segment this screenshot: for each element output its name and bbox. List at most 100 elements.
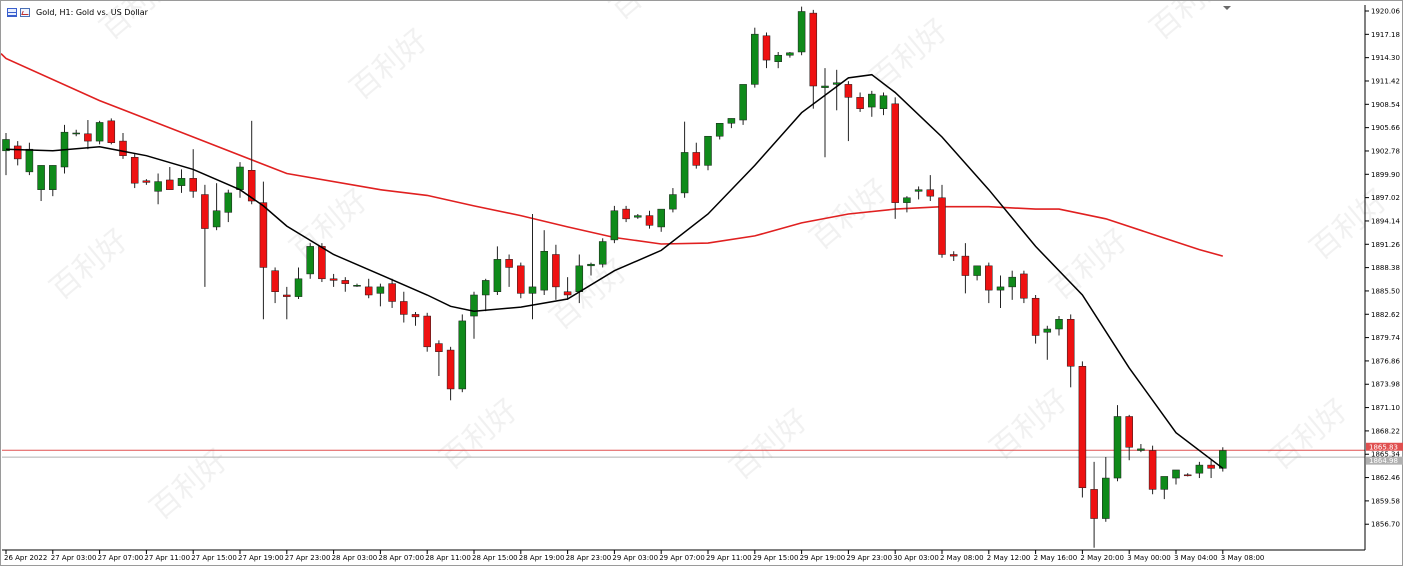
candle[interactable] bbox=[622, 205, 630, 223]
candle[interactable] bbox=[247, 120, 256, 205]
candle[interactable] bbox=[1183, 473, 1192, 477]
candle[interactable] bbox=[1207, 460, 1215, 479]
candle[interactable] bbox=[37, 165, 45, 202]
candle[interactable] bbox=[1008, 270, 1016, 300]
candle[interactable] bbox=[294, 267, 303, 300]
candle[interactable] bbox=[692, 142, 701, 169]
candle[interactable] bbox=[891, 97, 899, 219]
candle[interactable] bbox=[657, 208, 665, 232]
candle[interactable] bbox=[552, 244, 560, 300]
candle[interactable] bbox=[364, 278, 373, 299]
candle[interactable] bbox=[49, 165, 57, 197]
candle[interactable] bbox=[1137, 444, 1145, 453]
candle[interactable] bbox=[996, 275, 1005, 308]
candle[interactable] bbox=[72, 129, 80, 137]
candle[interactable] bbox=[271, 267, 279, 304]
candle[interactable] bbox=[938, 184, 946, 258]
candle[interactable] bbox=[598, 238, 607, 268]
candle[interactable] bbox=[95, 120, 104, 145]
candle[interactable] bbox=[587, 262, 595, 276]
candle[interactable] bbox=[1102, 456, 1110, 522]
candle[interactable] bbox=[306, 243, 314, 279]
candle[interactable] bbox=[669, 188, 677, 213]
candle[interactable] bbox=[505, 254, 513, 287]
candle[interactable] bbox=[1055, 316, 1063, 336]
candle[interactable] bbox=[470, 291, 478, 339]
candle[interactable] bbox=[119, 132, 127, 159]
candle[interactable] bbox=[2, 132, 10, 176]
candle[interactable] bbox=[540, 230, 548, 295]
candle[interactable] bbox=[727, 118, 736, 129]
candle[interactable] bbox=[1078, 361, 1087, 498]
candle[interactable] bbox=[1031, 294, 1040, 344]
candle[interactable] bbox=[914, 186, 923, 200]
candle[interactable] bbox=[1043, 325, 1052, 360]
candle[interactable] bbox=[645, 210, 654, 229]
candle[interactable] bbox=[715, 123, 724, 140]
candle[interactable] bbox=[528, 213, 537, 320]
candle[interactable] bbox=[563, 277, 572, 300]
candle[interactable] bbox=[236, 162, 244, 198]
candle[interactable] bbox=[762, 32, 771, 69]
candle[interactable] bbox=[130, 154, 139, 189]
candle[interactable] bbox=[341, 277, 350, 292]
candle[interactable] bbox=[704, 135, 712, 171]
candle[interactable] bbox=[481, 278, 490, 312]
candle[interactable] bbox=[142, 179, 151, 185]
candle[interactable] bbox=[353, 283, 361, 287]
candle[interactable] bbox=[973, 265, 981, 281]
candle[interactable] bbox=[751, 27, 759, 88]
candle[interactable] bbox=[786, 51, 794, 58]
candle[interactable] bbox=[458, 314, 467, 393]
candle[interactable] bbox=[961, 243, 970, 294]
candle[interactable] bbox=[376, 283, 385, 307]
candle[interactable] bbox=[329, 273, 338, 287]
candle[interactable] bbox=[903, 196, 911, 213]
candle[interactable] bbox=[1090, 461, 1098, 548]
candle[interactable] bbox=[212, 183, 221, 231]
candle[interactable] bbox=[1113, 405, 1122, 482]
candle[interactable] bbox=[107, 118, 116, 145]
candle[interactable] bbox=[1066, 314, 1075, 388]
candle[interactable] bbox=[435, 340, 443, 376]
candle[interactable] bbox=[446, 346, 455, 401]
candle[interactable] bbox=[1148, 445, 1157, 495]
candle[interactable] bbox=[610, 205, 619, 244]
candle[interactable] bbox=[154, 173, 162, 205]
candle[interactable] bbox=[926, 175, 935, 202]
candle[interactable] bbox=[259, 181, 268, 320]
candle[interactable] bbox=[809, 9, 818, 109]
candle[interactable] bbox=[844, 81, 853, 142]
candle[interactable] bbox=[201, 184, 209, 287]
candle[interactable] bbox=[388, 278, 396, 308]
candle[interactable] bbox=[400, 291, 408, 323]
candle[interactable] bbox=[739, 84, 747, 125]
candle[interactable] bbox=[797, 6, 806, 56]
candle[interactable] bbox=[879, 92, 888, 116]
candle[interactable] bbox=[1020, 270, 1028, 304]
candle[interactable] bbox=[423, 312, 431, 352]
candle[interactable] bbox=[177, 169, 186, 193]
candle[interactable] bbox=[985, 262, 993, 304]
candle[interactable] bbox=[680, 121, 689, 198]
candle[interactable] bbox=[832, 69, 841, 111]
candle[interactable] bbox=[634, 213, 642, 219]
candle[interactable] bbox=[949, 251, 958, 261]
candle[interactable] bbox=[856, 92, 864, 112]
candle[interactable] bbox=[1172, 469, 1180, 485]
candle[interactable] bbox=[821, 68, 829, 158]
candle[interactable] bbox=[517, 262, 525, 299]
candle[interactable] bbox=[25, 142, 34, 176]
candle[interactable] bbox=[318, 243, 326, 283]
scroll-position-icon[interactable] bbox=[1223, 6, 1231, 10]
candle[interactable] bbox=[189, 149, 197, 198]
candle[interactable] bbox=[1160, 476, 1169, 500]
candle[interactable] bbox=[166, 167, 174, 190]
candle[interactable] bbox=[283, 286, 291, 320]
candle[interactable] bbox=[224, 189, 233, 223]
candle[interactable] bbox=[868, 90, 876, 117]
candle[interactable] bbox=[1125, 414, 1133, 461]
candle[interactable] bbox=[411, 311, 420, 326]
